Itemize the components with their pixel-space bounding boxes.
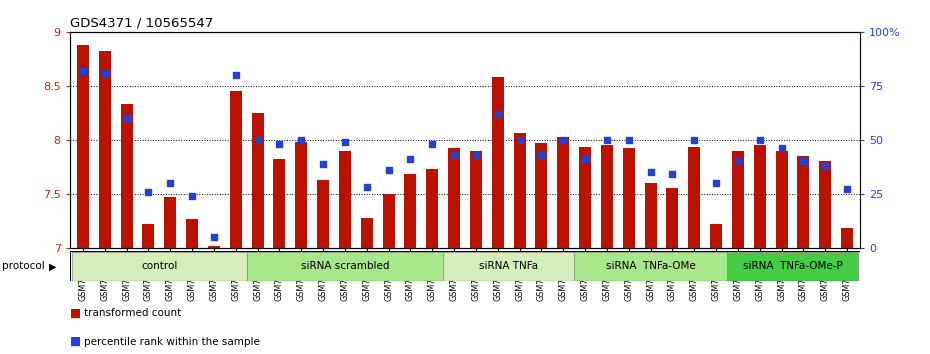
- Text: transformed count: transformed count: [84, 308, 181, 318]
- Bar: [727, 252, 858, 281]
- Text: siRNA  TNFa-OMe: siRNA TNFa-OMe: [605, 261, 696, 272]
- Point: [141, 189, 156, 194]
- Bar: [246, 252, 444, 281]
- Bar: [819, 161, 831, 248]
- Point: [446, 152, 461, 158]
- Point: [644, 169, 658, 175]
- Bar: [536, 143, 548, 248]
- Bar: [72, 252, 246, 281]
- Text: percentile rank within the sample: percentile rank within the sample: [84, 337, 259, 347]
- Bar: [426, 169, 438, 248]
- Bar: [405, 175, 417, 248]
- Bar: [574, 252, 727, 281]
- Point: [512, 137, 527, 143]
- Bar: [295, 142, 307, 248]
- Bar: [601, 145, 613, 248]
- Bar: [492, 77, 504, 248]
- Point: [119, 115, 134, 121]
- Text: ■: ■: [70, 335, 81, 348]
- Point: [752, 137, 767, 143]
- Point: [578, 156, 592, 162]
- Point: [294, 137, 309, 143]
- Text: ▶: ▶: [49, 261, 57, 272]
- Bar: [186, 219, 198, 248]
- Point: [206, 234, 221, 240]
- Point: [228, 72, 243, 78]
- Bar: [142, 224, 154, 248]
- Bar: [711, 224, 722, 248]
- Bar: [165, 197, 176, 248]
- Text: ■: ■: [70, 307, 81, 320]
- Bar: [208, 246, 219, 248]
- Bar: [623, 148, 635, 248]
- Point: [469, 152, 484, 158]
- Bar: [77, 45, 89, 248]
- Text: GDS4371 / 10565547: GDS4371 / 10565547: [70, 16, 213, 29]
- Bar: [230, 91, 242, 248]
- Point: [534, 152, 549, 158]
- Point: [272, 141, 286, 147]
- Bar: [470, 150, 482, 248]
- Point: [338, 139, 352, 145]
- Bar: [557, 137, 569, 248]
- Text: siRNA scrambled: siRNA scrambled: [300, 261, 389, 272]
- Bar: [754, 145, 765, 248]
- Point: [425, 141, 440, 147]
- Bar: [448, 148, 460, 248]
- Point: [163, 180, 178, 186]
- Point: [98, 70, 113, 76]
- Bar: [361, 218, 373, 248]
- Point: [731, 159, 746, 164]
- Bar: [251, 113, 263, 248]
- Bar: [99, 51, 111, 248]
- Bar: [776, 150, 788, 248]
- Bar: [797, 156, 809, 248]
- Bar: [444, 252, 574, 281]
- Point: [75, 68, 90, 74]
- Text: siRNA  TNFa-OMe-P: siRNA TNFa-OMe-P: [743, 261, 843, 272]
- Point: [381, 167, 396, 173]
- Point: [359, 184, 374, 190]
- Point: [184, 193, 199, 199]
- Point: [600, 137, 615, 143]
- Bar: [339, 150, 351, 248]
- Bar: [667, 188, 679, 248]
- Point: [621, 137, 636, 143]
- Point: [774, 145, 789, 151]
- Bar: [841, 228, 853, 248]
- Point: [490, 111, 505, 117]
- Point: [250, 137, 265, 143]
- Point: [403, 156, 418, 162]
- Point: [556, 137, 571, 143]
- Bar: [688, 147, 700, 248]
- Text: siRNA TNFa: siRNA TNFa: [479, 261, 538, 272]
- Bar: [513, 133, 525, 248]
- Point: [817, 163, 832, 169]
- Bar: [317, 180, 329, 248]
- Bar: [644, 183, 657, 248]
- Text: control: control: [141, 261, 178, 272]
- Point: [796, 159, 811, 164]
- Point: [840, 187, 855, 192]
- Point: [709, 180, 724, 186]
- Point: [687, 137, 702, 143]
- Point: [315, 161, 330, 166]
- Text: protocol: protocol: [2, 261, 45, 272]
- Bar: [273, 159, 286, 248]
- Point: [665, 172, 680, 177]
- Bar: [382, 194, 394, 248]
- Bar: [121, 104, 133, 248]
- Bar: [732, 150, 744, 248]
- Bar: [579, 147, 591, 248]
